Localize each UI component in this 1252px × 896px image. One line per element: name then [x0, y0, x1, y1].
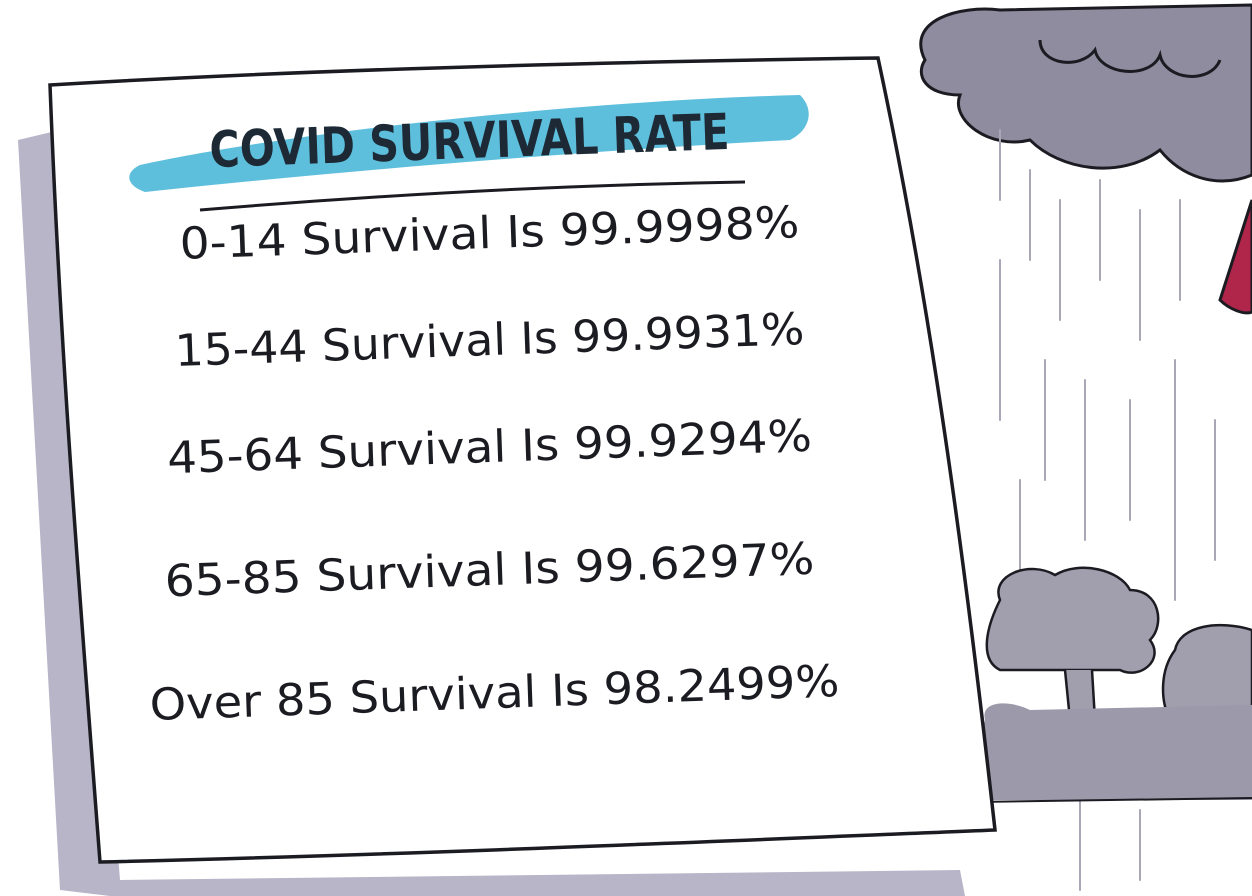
- title-highlight: [129, 95, 809, 192]
- sign-paper: [48, 56, 997, 864]
- storm-scene: [919, 3, 1252, 891]
- cloud: [919, 3, 1252, 183]
- hedge: [980, 703, 1252, 800]
- ground-line: [974, 797, 1252, 803]
- rain: [999, 129, 1216, 891]
- tree: [985, 566, 1160, 674]
- title-underline: [199, 180, 746, 212]
- bush: [1161, 623, 1252, 722]
- cloud-detail: [1038, 39, 1222, 78]
